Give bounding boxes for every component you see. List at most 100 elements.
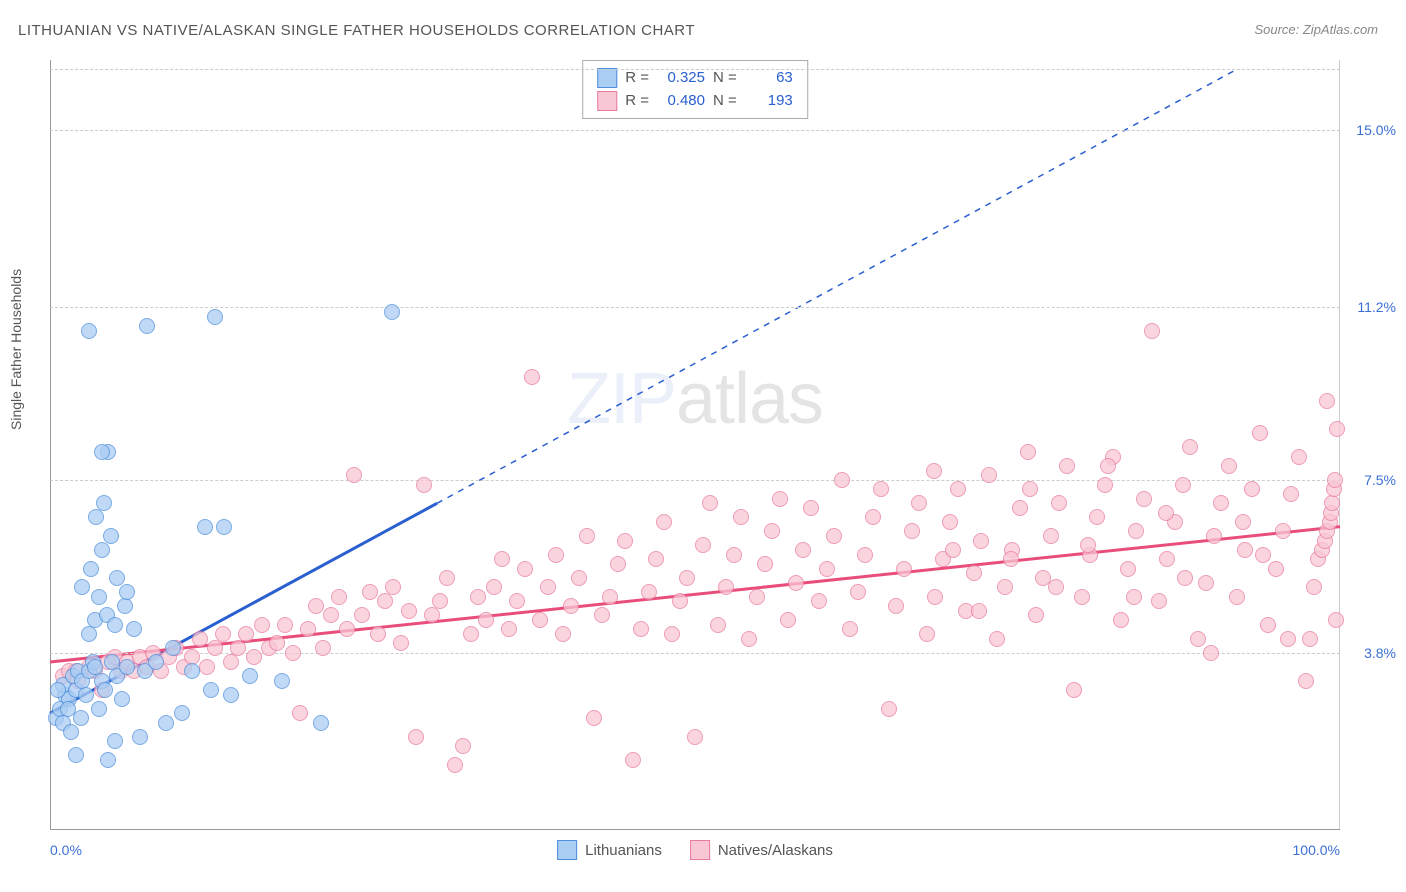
scatter-point	[1252, 425, 1268, 441]
scatter-point	[672, 593, 688, 609]
scatter-point	[424, 607, 440, 623]
scatter-point	[1298, 673, 1314, 689]
scatter-point	[192, 631, 208, 647]
scatter-point	[586, 710, 602, 726]
scatter-point	[494, 551, 510, 567]
legend-item-lith: Lithuanians	[557, 840, 662, 860]
scatter-point	[184, 663, 200, 679]
scatter-point	[617, 533, 633, 549]
scatter-plot-area: ZIPatlas R = 0.325 N = 63 R = 0.480 N = …	[50, 60, 1340, 830]
scatter-point	[1144, 323, 1160, 339]
scatter-point	[679, 570, 695, 586]
scatter-point	[695, 537, 711, 553]
scatter-point	[107, 617, 123, 633]
scatter-point	[945, 542, 961, 558]
scatter-point	[439, 570, 455, 586]
scatter-point	[478, 612, 494, 628]
scatter-point	[215, 626, 231, 642]
scatter-point	[323, 607, 339, 623]
scatter-point	[749, 589, 765, 605]
scatter-point	[1159, 551, 1175, 567]
scatter-point	[362, 584, 378, 600]
scatter-point	[942, 514, 958, 530]
scatter-point	[881, 701, 897, 717]
scatter-point	[780, 612, 796, 628]
legend-label-nat: Natives/Alaskans	[718, 842, 833, 859]
scatter-point	[517, 561, 533, 577]
scatter-point	[223, 654, 239, 670]
scatter-point	[1028, 607, 1044, 623]
scatter-point	[1074, 589, 1090, 605]
scatter-point	[354, 607, 370, 623]
y-tick-label: 3.8%	[1346, 645, 1396, 661]
y-tick-label: 15.0%	[1346, 122, 1396, 138]
scatter-point	[300, 621, 316, 637]
stats-r-value: 0.480	[657, 90, 705, 113]
scatter-point	[432, 593, 448, 609]
scatter-point	[1059, 458, 1075, 474]
scatter-point	[981, 467, 997, 483]
scatter-point	[277, 617, 293, 633]
scatter-point	[1089, 509, 1105, 525]
scatter-point	[91, 701, 107, 717]
scatter-point	[733, 509, 749, 525]
scatter-point	[139, 318, 155, 334]
scatter-point	[165, 640, 181, 656]
scatter-point	[1206, 528, 1222, 544]
stats-row-lith: R = 0.325 N = 63	[597, 67, 793, 90]
scatter-point	[81, 626, 97, 642]
scatter-point	[216, 519, 232, 535]
grid-line	[50, 307, 1340, 308]
stats-r-label: R =	[625, 90, 649, 113]
scatter-point	[50, 682, 66, 698]
scatter-point	[73, 710, 89, 726]
scatter-point	[207, 309, 223, 325]
scatter-point	[857, 547, 873, 563]
scatter-point	[207, 640, 223, 656]
legend-swatch-lith	[557, 840, 577, 860]
watermark-atlas: atlas	[676, 359, 823, 439]
scatter-point	[764, 523, 780, 539]
scatter-point	[811, 593, 827, 609]
scatter-point	[911, 495, 927, 511]
scatter-point	[1048, 579, 1064, 595]
stats-n-value: 63	[745, 67, 793, 90]
scatter-point	[873, 481, 889, 497]
scatter-point	[254, 617, 270, 633]
stats-row-nat: R = 0.480 N = 193	[597, 90, 793, 113]
scatter-point	[81, 323, 97, 339]
scatter-point	[1260, 617, 1276, 633]
scatter-point	[865, 509, 881, 525]
scatter-point	[1283, 486, 1299, 502]
scatter-point	[501, 621, 517, 637]
stats-r-value: 0.325	[657, 67, 705, 90]
scatter-point	[625, 752, 641, 768]
grid-line	[50, 69, 1340, 70]
scatter-point	[370, 626, 386, 642]
watermark-zip: ZIP	[567, 359, 676, 439]
scatter-point	[971, 603, 987, 619]
scatter-point	[563, 598, 579, 614]
scatter-point	[1051, 495, 1067, 511]
scatter-point	[384, 304, 400, 320]
scatter-point	[486, 579, 502, 595]
scatter-point	[834, 472, 850, 488]
scatter-point	[687, 729, 703, 745]
scatter-point	[1203, 645, 1219, 661]
scatter-point	[850, 584, 866, 600]
scatter-point	[950, 481, 966, 497]
scatter-point	[524, 369, 540, 385]
scatter-point	[385, 579, 401, 595]
scatter-point	[795, 542, 811, 558]
scatter-point	[904, 523, 920, 539]
x-tick-right: 100.0%	[1293, 842, 1340, 858]
scatter-point	[199, 659, 215, 675]
scatter-point	[1213, 495, 1229, 511]
scatter-point	[1020, 444, 1036, 460]
trend-line-extrapolation	[437, 69, 1237, 503]
stats-swatch-nat	[597, 91, 617, 111]
scatter-point	[117, 598, 133, 614]
scatter-point	[610, 556, 626, 572]
scatter-point	[927, 589, 943, 605]
scatter-point	[548, 547, 564, 563]
